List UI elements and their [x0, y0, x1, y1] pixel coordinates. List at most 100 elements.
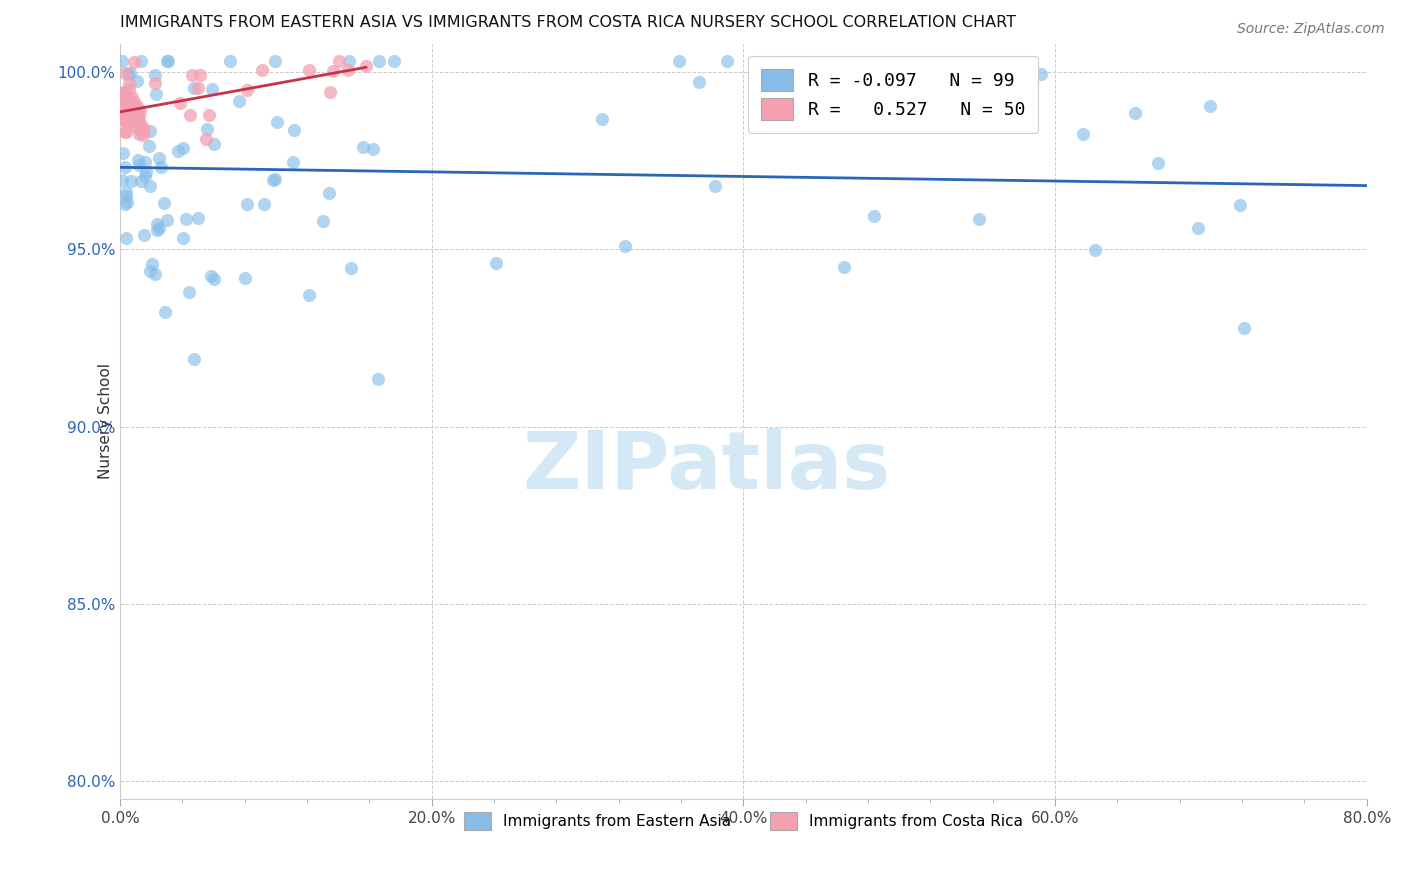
- Point: [188, 68, 211, 82]
- Point: [110, 106, 132, 120]
- Point: [262, 172, 284, 186]
- Point: [172, 231, 194, 245]
- Point: [129, 103, 152, 118]
- Point: [148, 221, 170, 235]
- Point: [114, 197, 136, 211]
- Point: [125, 104, 148, 119]
- Point: [174, 212, 197, 227]
- Point: [263, 54, 285, 69]
- Point: [169, 96, 191, 111]
- Point: [668, 54, 690, 69]
- Point: [110, 86, 132, 100]
- Point: [128, 157, 150, 171]
- Point: [832, 260, 855, 274]
- Point: [117, 116, 139, 130]
- Point: [143, 76, 166, 90]
- Point: [233, 270, 256, 285]
- Point: [145, 267, 167, 281]
- Point: [115, 189, 138, 203]
- Point: [114, 125, 136, 139]
- Point: [198, 107, 221, 121]
- Point: [153, 196, 176, 211]
- Point: [336, 63, 359, 78]
- Point: [613, 238, 636, 252]
- Text: Source: ZipAtlas.com: Source: ZipAtlas.com: [1237, 22, 1385, 37]
- Point: [179, 108, 201, 122]
- Legend: Immigrants from Eastern Asia, Immigrants from Costa Rica: Immigrants from Eastern Asia, Immigrants…: [457, 805, 1029, 837]
- Point: [120, 174, 142, 188]
- Point: [166, 144, 188, 158]
- Point: [197, 121, 219, 136]
- Point: [1029, 67, 1052, 81]
- Point: [121, 90, 143, 104]
- Point: [110, 54, 132, 69]
- Y-axis label: Nursery School: Nursery School: [98, 363, 112, 479]
- Point: [328, 54, 350, 69]
- Point: [155, 54, 177, 69]
- Point: [110, 173, 132, 187]
- Point: [361, 142, 384, 156]
- Point: [228, 95, 250, 109]
- Point: [110, 112, 132, 126]
- Point: [128, 121, 150, 136]
- Point: [253, 197, 276, 211]
- Point: [114, 65, 136, 79]
- Point: [145, 223, 167, 237]
- Point: [131, 174, 153, 188]
- Point: [156, 54, 179, 69]
- Point: [124, 55, 146, 70]
- Point: [1146, 156, 1168, 170]
- Point: [322, 64, 344, 78]
- Point: [183, 351, 205, 366]
- Point: [148, 151, 170, 165]
- Point: [124, 119, 146, 133]
- Point: [339, 260, 361, 275]
- Point: [1233, 321, 1256, 335]
- Point: [368, 54, 391, 69]
- Point: [134, 169, 156, 184]
- Point: [1198, 99, 1220, 113]
- Point: [250, 63, 273, 78]
- Point: [114, 160, 136, 174]
- Point: [337, 54, 360, 69]
- Point: [150, 161, 173, 175]
- Point: [111, 111, 134, 125]
- Point: [187, 211, 209, 225]
- Point: [128, 110, 150, 124]
- Point: [139, 264, 162, 278]
- Point: [688, 75, 710, 89]
- Point: [111, 107, 134, 121]
- Point: [139, 178, 162, 193]
- Point: [112, 92, 135, 106]
- Point: [187, 81, 209, 95]
- Point: [115, 87, 138, 102]
- Point: [485, 256, 508, 270]
- Point: [367, 372, 389, 386]
- Point: [118, 66, 141, 80]
- Point: [382, 54, 405, 69]
- Text: IMMIGRANTS FROM EASTERN ASIA VS IMMIGRANTS FROM COSTA RICA NURSERY SCHOOL CORREL: IMMIGRANTS FROM EASTERN ASIA VS IMMIGRAN…: [120, 15, 1017, 30]
- Point: [181, 68, 204, 82]
- Point: [115, 194, 138, 209]
- Point: [281, 155, 304, 169]
- Point: [172, 140, 194, 154]
- Point: [125, 99, 148, 113]
- Point: [236, 196, 259, 211]
- Point: [591, 112, 613, 127]
- Point: [125, 100, 148, 114]
- Point: [863, 209, 886, 223]
- Point: [127, 153, 149, 167]
- Point: [114, 185, 136, 199]
- Point: [200, 269, 222, 284]
- Point: [114, 103, 136, 117]
- Point: [703, 178, 725, 193]
- Point: [129, 54, 152, 69]
- Point: [183, 80, 205, 95]
- Point: [118, 113, 141, 128]
- Point: [263, 171, 285, 186]
- Point: [202, 136, 225, 151]
- Point: [127, 74, 149, 88]
- Point: [111, 86, 134, 100]
- Point: [1123, 105, 1146, 120]
- Point: [129, 118, 152, 132]
